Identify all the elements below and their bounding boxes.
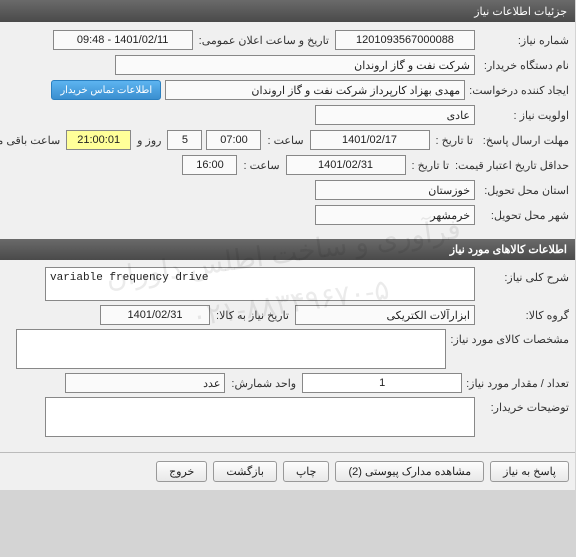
- top-section: شماره نیاز: تاریخ و ساعت اعلان عمومی: نا…: [0, 22, 576, 233]
- desc-field[interactable]: variable frequency drive: [46, 267, 476, 301]
- province-field: [316, 180, 476, 200]
- remain-suffix: ساعت باقی مانده: [0, 134, 63, 147]
- desc-label: شرح کلی نیاز:: [480, 267, 570, 284]
- goods-section: شرح کلی نیاز: variable frequency drive گ…: [0, 260, 576, 444]
- price-validity-date-field: [287, 155, 407, 175]
- priority-field: [316, 105, 476, 125]
- spec-label: مشخصات کالای مورد نیاز:: [451, 329, 570, 346]
- window-title: جزئیات اطلاعات نیاز: [475, 5, 568, 18]
- buyer-org-field: [116, 55, 476, 75]
- exit-button[interactable]: خروج: [157, 461, 208, 482]
- qty-label: تعداد / مقدار مورد نیاز:: [467, 377, 570, 390]
- to-date-label-1: تا تاریخ :: [435, 134, 476, 147]
- remain-days-field: [168, 130, 203, 150]
- back-button[interactable]: بازگشت: [214, 461, 278, 482]
- price-validity-label: حداقل تاریخ اعتبار قیمت:: [456, 159, 570, 172]
- unit-label: واحد شمارش:: [230, 377, 299, 390]
- spec-field[interactable]: [17, 329, 447, 369]
- goods-header: اطلاعات کالاهای مورد نیاز: [0, 239, 576, 260]
- requester-label: ایجاد کننده درخواست:: [470, 84, 570, 97]
- reply-deadline-time-field: [207, 130, 262, 150]
- remain-days-label: روز و: [136, 134, 164, 147]
- group-label: گروه کالا:: [480, 309, 570, 322]
- pub-datetime-label: تاریخ و ساعت اعلان عمومی:: [198, 34, 332, 47]
- price-validity-time-field: [183, 155, 238, 175]
- time-label-1: ساعت :: [266, 134, 306, 147]
- need-to-date-field: [101, 305, 211, 325]
- buyer-contact-button[interactable]: اطلاعات تماس خریدار: [52, 80, 162, 100]
- print-button[interactable]: چاپ: [284, 461, 331, 482]
- buyer-notes-field[interactable]: [46, 397, 476, 437]
- need-number-label: شماره نیاز:: [480, 34, 570, 47]
- attachments-button[interactable]: مشاهده مدارک پیوستی (2): [336, 461, 485, 482]
- city-label: شهر محل تحویل:: [480, 209, 570, 222]
- qty-field[interactable]: [303, 373, 463, 393]
- city-field: [316, 205, 476, 225]
- time-label-2: ساعت :: [242, 159, 282, 172]
- need-number-field: [336, 30, 476, 50]
- province-label: استان محل تحویل:: [480, 184, 570, 197]
- requester-field: [166, 80, 466, 100]
- pub-datetime-field: [54, 30, 194, 50]
- titlebar: جزئیات اطلاعات نیاز: [0, 0, 576, 22]
- group-field: [296, 305, 476, 325]
- respond-button[interactable]: پاسخ به نیاز: [491, 461, 570, 482]
- window: جزئیات اطلاعات نیاز شماره نیاز: تاریخ و …: [0, 0, 576, 490]
- reply-deadline-label: مهلت ارسال پاسخ:: [480, 134, 570, 147]
- reply-deadline-date-field: [311, 130, 431, 150]
- footer: پاسخ به نیاز مشاهده مدارک پیوستی (2) چاپ…: [0, 452, 576, 490]
- remain-time-field: [67, 130, 132, 150]
- need-to-date-label: تاریخ نیاز به کالا:: [215, 309, 292, 322]
- priority-label: اولویت نیاز :: [480, 109, 570, 122]
- unit-field: [66, 373, 226, 393]
- buyer-notes-label: توضیحات خریدار:: [480, 397, 570, 414]
- to-date-label-2: تا تاریخ :: [411, 159, 452, 172]
- buyer-org-label: نام دستگاه خریدار:: [480, 59, 570, 72]
